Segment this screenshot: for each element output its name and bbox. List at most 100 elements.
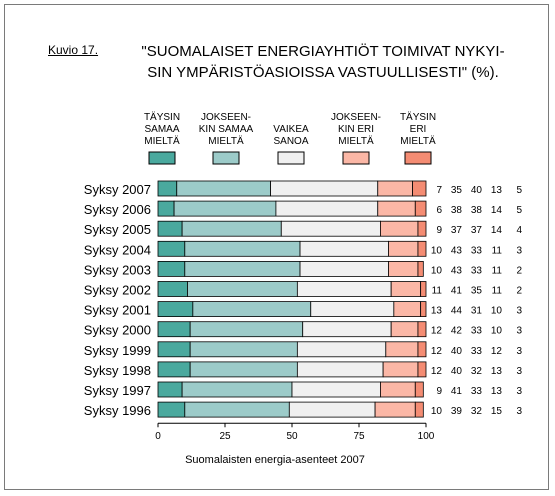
bar-segment: [157, 220, 183, 237]
row-label: Syksy 2005: [84, 222, 151, 237]
bar-segment: [192, 301, 312, 318]
bar-segment: [414, 381, 424, 398]
bar-segment: [157, 200, 175, 217]
bar-segment: [157, 301, 194, 318]
row-label: Syksy 2006: [84, 202, 151, 217]
bar-segment: [390, 281, 422, 297]
legend-label-line: MIELTÄ: [144, 135, 180, 147]
value-label: 38: [471, 205, 483, 216]
bar-segment: [270, 180, 379, 197]
value-label: 40: [451, 346, 463, 357]
x-tick-label: 0: [155, 431, 161, 442]
bar-segment: [157, 361, 191, 378]
bar-segment: [157, 401, 186, 418]
bar-segment: [187, 281, 298, 297]
value-label: 11: [492, 286, 503, 297]
bar-segment: [380, 220, 419, 237]
legend-label-line: JOKSEEN-: [331, 112, 381, 123]
value-label: 32: [471, 366, 483, 377]
value-label: 35: [451, 185, 463, 196]
bar-segment: [288, 401, 376, 418]
bar-segment: [157, 260, 186, 277]
bar-segment: [299, 240, 389, 257]
bar-segment: [377, 180, 414, 197]
bar-segment: [296, 361, 384, 378]
legend-label-line: SAMAA: [144, 124, 179, 135]
figure-label: Kuvio 17.: [48, 43, 99, 57]
value-label: 10: [431, 406, 443, 417]
value-label: 2: [516, 265, 522, 276]
legend-label-line: MIELTÄ: [400, 135, 436, 147]
value-label: 10: [431, 265, 443, 276]
bar-segment: [157, 341, 191, 358]
value-label: 40: [471, 185, 483, 196]
value-label: 10: [491, 306, 503, 317]
row-label: Syksy 2000: [84, 323, 151, 338]
bar-segment: [189, 321, 304, 338]
x-tick-label: 50: [286, 431, 298, 442]
bar-segment: [189, 341, 298, 358]
bar-segment: [417, 341, 427, 358]
value-label: 13: [491, 185, 503, 196]
value-label: 11: [492, 245, 503, 256]
bar-segment: [184, 260, 301, 277]
bar-segment: [157, 240, 186, 257]
value-label: 15: [491, 406, 503, 417]
chart-title: "SUOMALAISET ENERGIAYHTIÖT TOIMIVAT NYKY…: [118, 41, 528, 83]
value-label: 12: [431, 346, 443, 357]
bar-segment: [173, 200, 277, 217]
value-label: 35: [471, 286, 483, 297]
value-label: 6: [436, 205, 442, 216]
bar-segment: [420, 281, 427, 297]
value-label: 12: [431, 326, 443, 337]
value-label: 37: [471, 225, 483, 236]
bar-segment: [420, 301, 427, 318]
value-label: 41: [451, 286, 463, 297]
bar-segment: [310, 301, 395, 318]
value-label: 33: [471, 265, 483, 276]
bar-segment: [417, 240, 427, 257]
value-label: 44: [451, 306, 463, 317]
value-label: 4: [516, 225, 522, 236]
x-tick-label: 25: [219, 431, 231, 442]
bar-segment: [280, 220, 381, 237]
legend-swatch: [212, 151, 240, 165]
bar-segment: [393, 301, 422, 318]
bar-segment: [380, 381, 416, 398]
value-label: 13: [431, 306, 443, 317]
value-label: 3: [516, 245, 522, 256]
row-label: Syksy 1999: [84, 343, 151, 358]
bar-segment: [388, 240, 419, 257]
bar-segment: [412, 180, 427, 197]
value-label: 38: [451, 205, 463, 216]
value-label: 32: [471, 406, 483, 417]
value-label: 7: [436, 185, 442, 196]
legend-swatch: [148, 151, 176, 165]
bar-segment: [385, 341, 419, 358]
x-tick-label: 75: [353, 431, 365, 442]
bar-segment: [390, 321, 419, 338]
value-label: 41: [451, 386, 463, 397]
legend-swatch: [342, 151, 370, 165]
value-label: 2: [516, 286, 522, 297]
chart-title-line-2: SIN YMPÄRISTÖASIOISSA VASTUULLISESTI" (%…: [147, 64, 499, 81]
bar-segment: [374, 401, 416, 418]
row-label: Syksy 2002: [84, 283, 151, 298]
bar-segment: [382, 361, 419, 378]
value-label: 13: [491, 366, 503, 377]
value-label: 39: [451, 406, 463, 417]
value-label: 3: [516, 366, 522, 377]
bar-segment: [189, 361, 298, 378]
value-label: 43: [451, 265, 463, 276]
bar-segment: [157, 180, 178, 197]
bar-segment: [157, 281, 188, 297]
value-label: 3: [516, 326, 522, 337]
row-label: Syksy 2001: [84, 303, 151, 318]
x-tick-label: 100: [418, 431, 435, 442]
chart-title-line-1: "SUOMALAISET ENERGIAYHTIÖT TOIMIVAT NYKY…: [141, 43, 505, 60]
legend-label-line: TÄYSIN: [144, 111, 180, 123]
value-label: 33: [471, 245, 483, 256]
value-label: 12: [491, 346, 503, 357]
bar-segment: [414, 200, 427, 217]
